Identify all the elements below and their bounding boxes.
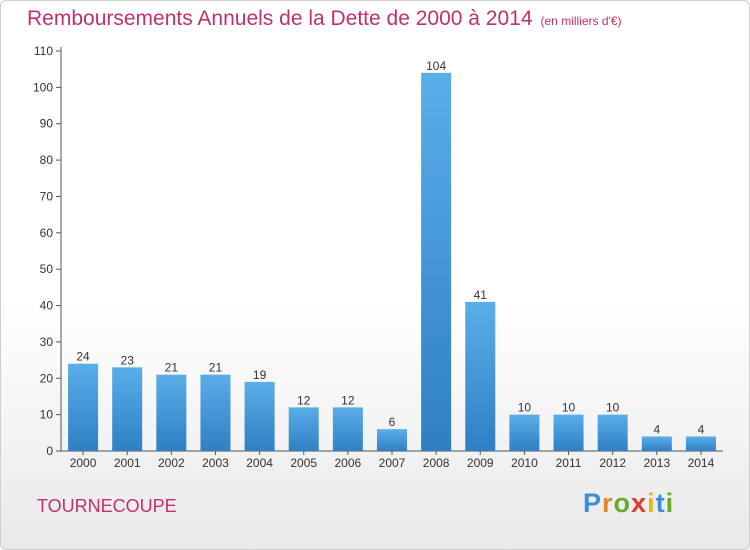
bar	[288, 407, 319, 451]
x-tick-label: 2001	[114, 456, 141, 470]
chart-bars	[68, 72, 716, 452]
bar-value-label: 104	[426, 59, 446, 73]
bar-value-label: 41	[474, 288, 488, 302]
bar-value-label: 23	[121, 353, 135, 367]
bar-value-label: 21	[209, 361, 223, 375]
bar	[156, 374, 187, 451]
bar	[509, 414, 540, 451]
bar	[421, 72, 452, 452]
bar-value-label: 12	[297, 393, 311, 407]
commune-name: TOURNECOUPE	[37, 496, 177, 516]
logo-letter: i	[665, 488, 675, 518]
x-tick-label: 2009	[467, 456, 494, 470]
y-tick-label: 0	[46, 444, 53, 458]
y-tick-label: 90	[40, 117, 54, 131]
bar	[68, 363, 99, 451]
bar-value-label: 19	[253, 368, 267, 382]
x-tick-label: 2013	[643, 456, 670, 470]
bar-value-label: 10	[606, 401, 620, 415]
bar	[244, 381, 275, 451]
logo-letter: t	[655, 488, 666, 518]
bar	[641, 436, 672, 451]
y-tick-label: 50	[40, 262, 54, 276]
x-tick-label: 2005	[290, 456, 317, 470]
logo-letter: P	[583, 488, 603, 518]
x-tick-label: 2007	[379, 456, 406, 470]
bar	[376, 429, 408, 451]
y-tick-label: 40	[40, 299, 54, 313]
bar-value-label: 6	[389, 415, 396, 429]
y-tick-label: 60	[40, 226, 54, 240]
y-tick-label: 110	[34, 44, 53, 58]
x-tick-label: 2014	[688, 456, 715, 470]
x-tick-label: 2000	[70, 456, 97, 470]
bar	[685, 436, 716, 451]
y-tick-label: 20	[40, 371, 54, 385]
bar-value-label: 10	[562, 401, 576, 415]
bar-value-label: 24	[76, 350, 90, 364]
x-tick-label: 2003	[202, 456, 229, 470]
proxiti-logo: Proxiti	[583, 488, 674, 519]
logo-letter: r	[602, 488, 614, 518]
x-tick-label: 2002	[158, 456, 185, 470]
y-tick-label: 80	[40, 153, 54, 167]
bar-value-label: 4	[653, 422, 660, 436]
logo-letter: x	[631, 488, 648, 518]
bar-value-label: 12	[341, 393, 355, 407]
y-tick-label: 100	[33, 80, 53, 94]
bar	[332, 407, 363, 451]
chart-title: Remboursements Annuels de la Dette de 20…	[27, 7, 622, 31]
bar	[553, 414, 584, 451]
bar-value-label: 4	[698, 422, 705, 436]
y-tick-label: 10	[40, 408, 54, 422]
logo-letter: i	[647, 488, 656, 518]
bar	[200, 374, 231, 451]
bar	[597, 414, 628, 451]
bar	[112, 367, 143, 451]
chart-title-text: Remboursements Annuels de la Dette de 20…	[27, 7, 533, 30]
y-tick-label: 70	[40, 189, 54, 203]
bar	[465, 301, 496, 451]
y-tick-label: 30	[40, 335, 54, 349]
logo-letter: o	[613, 488, 632, 518]
bar-value-label: 21	[165, 361, 179, 375]
chart-unit: (en milliers d'€)	[540, 14, 622, 28]
x-tick-label: 2010	[511, 456, 538, 470]
x-tick-label: 2008	[423, 456, 450, 470]
x-tick-label: 2012	[599, 456, 626, 470]
x-tick-label: 2011	[556, 456, 582, 470]
bar-value-label: 10	[518, 401, 532, 415]
x-tick-label: 2004	[246, 456, 273, 470]
x-tick-label: 2006	[335, 456, 362, 470]
